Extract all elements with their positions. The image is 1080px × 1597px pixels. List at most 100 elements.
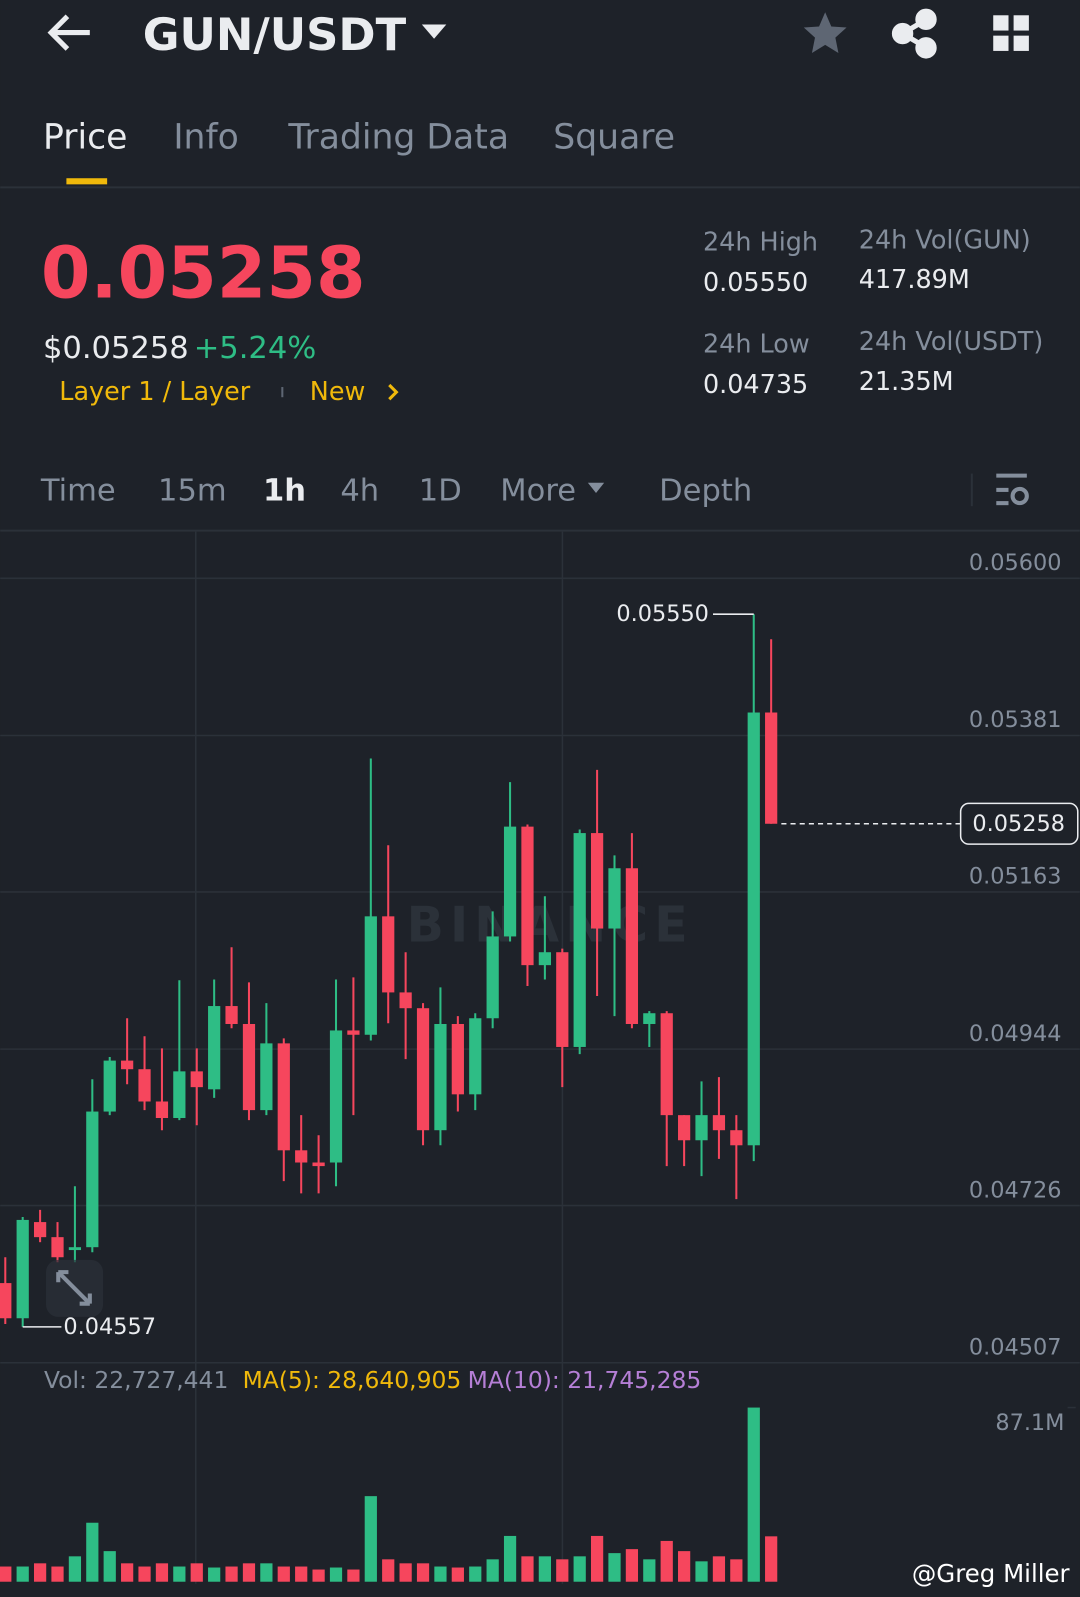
tab[interactable]: Square bbox=[553, 117, 675, 157]
candle-body bbox=[364, 916, 377, 1035]
volume-bar bbox=[730, 1559, 743, 1582]
candle-body bbox=[590, 833, 604, 929]
watermark: BINANCE bbox=[407, 896, 694, 953]
volume-bar bbox=[556, 1559, 569, 1582]
price-change: +5.24% bbox=[194, 331, 317, 366]
tag-arrow bbox=[388, 383, 399, 401]
volume-bar bbox=[190, 1563, 203, 1582]
candle-body bbox=[155, 1101, 169, 1119]
tab[interactable]: Price bbox=[43, 117, 127, 157]
candle-body bbox=[16, 1219, 29, 1319]
y-tick-label: 0.04507 bbox=[969, 1334, 1062, 1360]
low-label: 0.04557 bbox=[63, 1314, 156, 1340]
pair-title[interactable]: GUN/USDT bbox=[143, 8, 407, 61]
chart-settings-button[interactable] bbox=[996, 473, 1029, 506]
candle-body bbox=[0, 1283, 12, 1319]
volume-bar bbox=[678, 1551, 691, 1582]
volume-bar bbox=[103, 1551, 116, 1582]
ma10-legend: MA(10): 21,745,285 bbox=[468, 1366, 702, 1394]
grid-menu-button[interactable] bbox=[993, 15, 1029, 51]
interval[interactable]: Depth bbox=[659, 473, 752, 508]
interval[interactable]: 1D bbox=[419, 473, 462, 508]
volume-bar bbox=[503, 1535, 517, 1582]
candle-body bbox=[765, 712, 778, 824]
candle-body bbox=[608, 868, 621, 929]
volume-bar bbox=[312, 1569, 325, 1582]
candle-body bbox=[469, 1018, 482, 1095]
candle-body bbox=[51, 1237, 64, 1258]
volume-tick-label: 87.1M bbox=[995, 1410, 1064, 1436]
volume-bar bbox=[643, 1559, 656, 1582]
last-price: 0.05258 bbox=[41, 231, 366, 314]
tab[interactable]: Trading Data bbox=[287, 117, 509, 157]
candle-body bbox=[121, 1060, 134, 1070]
volume-bar bbox=[434, 1566, 447, 1582]
candle-body bbox=[503, 826, 517, 937]
favorite-button[interactable] bbox=[803, 12, 847, 53]
interval[interactable]: Time bbox=[40, 473, 116, 508]
y-tick-label: 0.05600 bbox=[969, 550, 1062, 576]
volume-bar bbox=[225, 1566, 238, 1582]
candle-body bbox=[695, 1115, 708, 1141]
interval[interactable]: 15m bbox=[158, 473, 227, 508]
new-tag[interactable]: New bbox=[310, 377, 366, 407]
candle-body bbox=[33, 1222, 47, 1238]
volume-bar bbox=[138, 1566, 151, 1582]
ma5-legend: MA(5): 28,640,905 bbox=[243, 1366, 462, 1394]
candle-body bbox=[451, 1023, 464, 1095]
candle-body bbox=[312, 1162, 325, 1167]
stat-label: 24h High bbox=[703, 227, 818, 257]
category-tag[interactable]: Layer 1 / Layer bbox=[59, 377, 251, 407]
more-caret bbox=[587, 482, 605, 493]
volume-bar bbox=[382, 1559, 395, 1582]
candle-body bbox=[486, 936, 499, 1019]
volume-bar bbox=[469, 1566, 482, 1582]
y-tick-label: 0.04944 bbox=[969, 1021, 1062, 1047]
stat-value: 0.04735 bbox=[703, 370, 808, 400]
back-button[interactable] bbox=[47, 14, 90, 51]
y-tick-label: 0.05163 bbox=[969, 864, 1062, 890]
volume-bar bbox=[590, 1535, 604, 1582]
stat-value: 21.35M bbox=[859, 367, 954, 397]
candle-body bbox=[86, 1111, 99, 1248]
stat-value: 0.05550 bbox=[703, 268, 808, 298]
volume-bar bbox=[242, 1563, 256, 1582]
last-price-label: 0.05258 bbox=[972, 811, 1065, 837]
volume-bar bbox=[155, 1563, 169, 1582]
candle-body bbox=[382, 916, 395, 993]
candle-body bbox=[434, 1023, 447, 1131]
volume-bar bbox=[173, 1566, 186, 1582]
candle-body bbox=[556, 952, 569, 1047]
candle-body bbox=[103, 1060, 116, 1112]
fullscreen-button[interactable] bbox=[46, 1259, 104, 1317]
candle-body bbox=[747, 712, 760, 1146]
candle-body bbox=[660, 1013, 673, 1116]
tab[interactable]: Info bbox=[173, 117, 239, 157]
candle-body bbox=[573, 833, 586, 1047]
stat-label: 24h Vol(USDT) bbox=[859, 327, 1044, 357]
candle-body bbox=[295, 1150, 308, 1163]
y-tick-label: 0.05381 bbox=[969, 707, 1062, 733]
volume-bar bbox=[277, 1566, 290, 1582]
interval[interactable]: More bbox=[500, 473, 576, 508]
share-button[interactable] bbox=[891, 8, 937, 59]
tab-indicator bbox=[66, 178, 108, 185]
candle-body bbox=[190, 1071, 203, 1088]
usd-price: $0.05258 bbox=[43, 331, 189, 366]
interval[interactable]: 1h bbox=[263, 473, 306, 508]
candle-body bbox=[329, 1030, 343, 1163]
volume-bar bbox=[521, 1556, 534, 1582]
candle-body bbox=[521, 826, 534, 966]
volume-bar bbox=[347, 1569, 360, 1582]
pair-dropdown[interactable] bbox=[421, 24, 447, 39]
candle-body bbox=[643, 1013, 656, 1024]
candle-body bbox=[225, 1006, 238, 1024]
interval[interactable]: 4h bbox=[340, 473, 379, 508]
volume-bar bbox=[208, 1567, 221, 1582]
volume-bar bbox=[747, 1407, 760, 1582]
stat-label: 24h Vol(GUN) bbox=[859, 225, 1031, 255]
volume-bar bbox=[0, 1566, 12, 1582]
volume-bar bbox=[695, 1561, 708, 1582]
candle-body bbox=[538, 952, 551, 966]
